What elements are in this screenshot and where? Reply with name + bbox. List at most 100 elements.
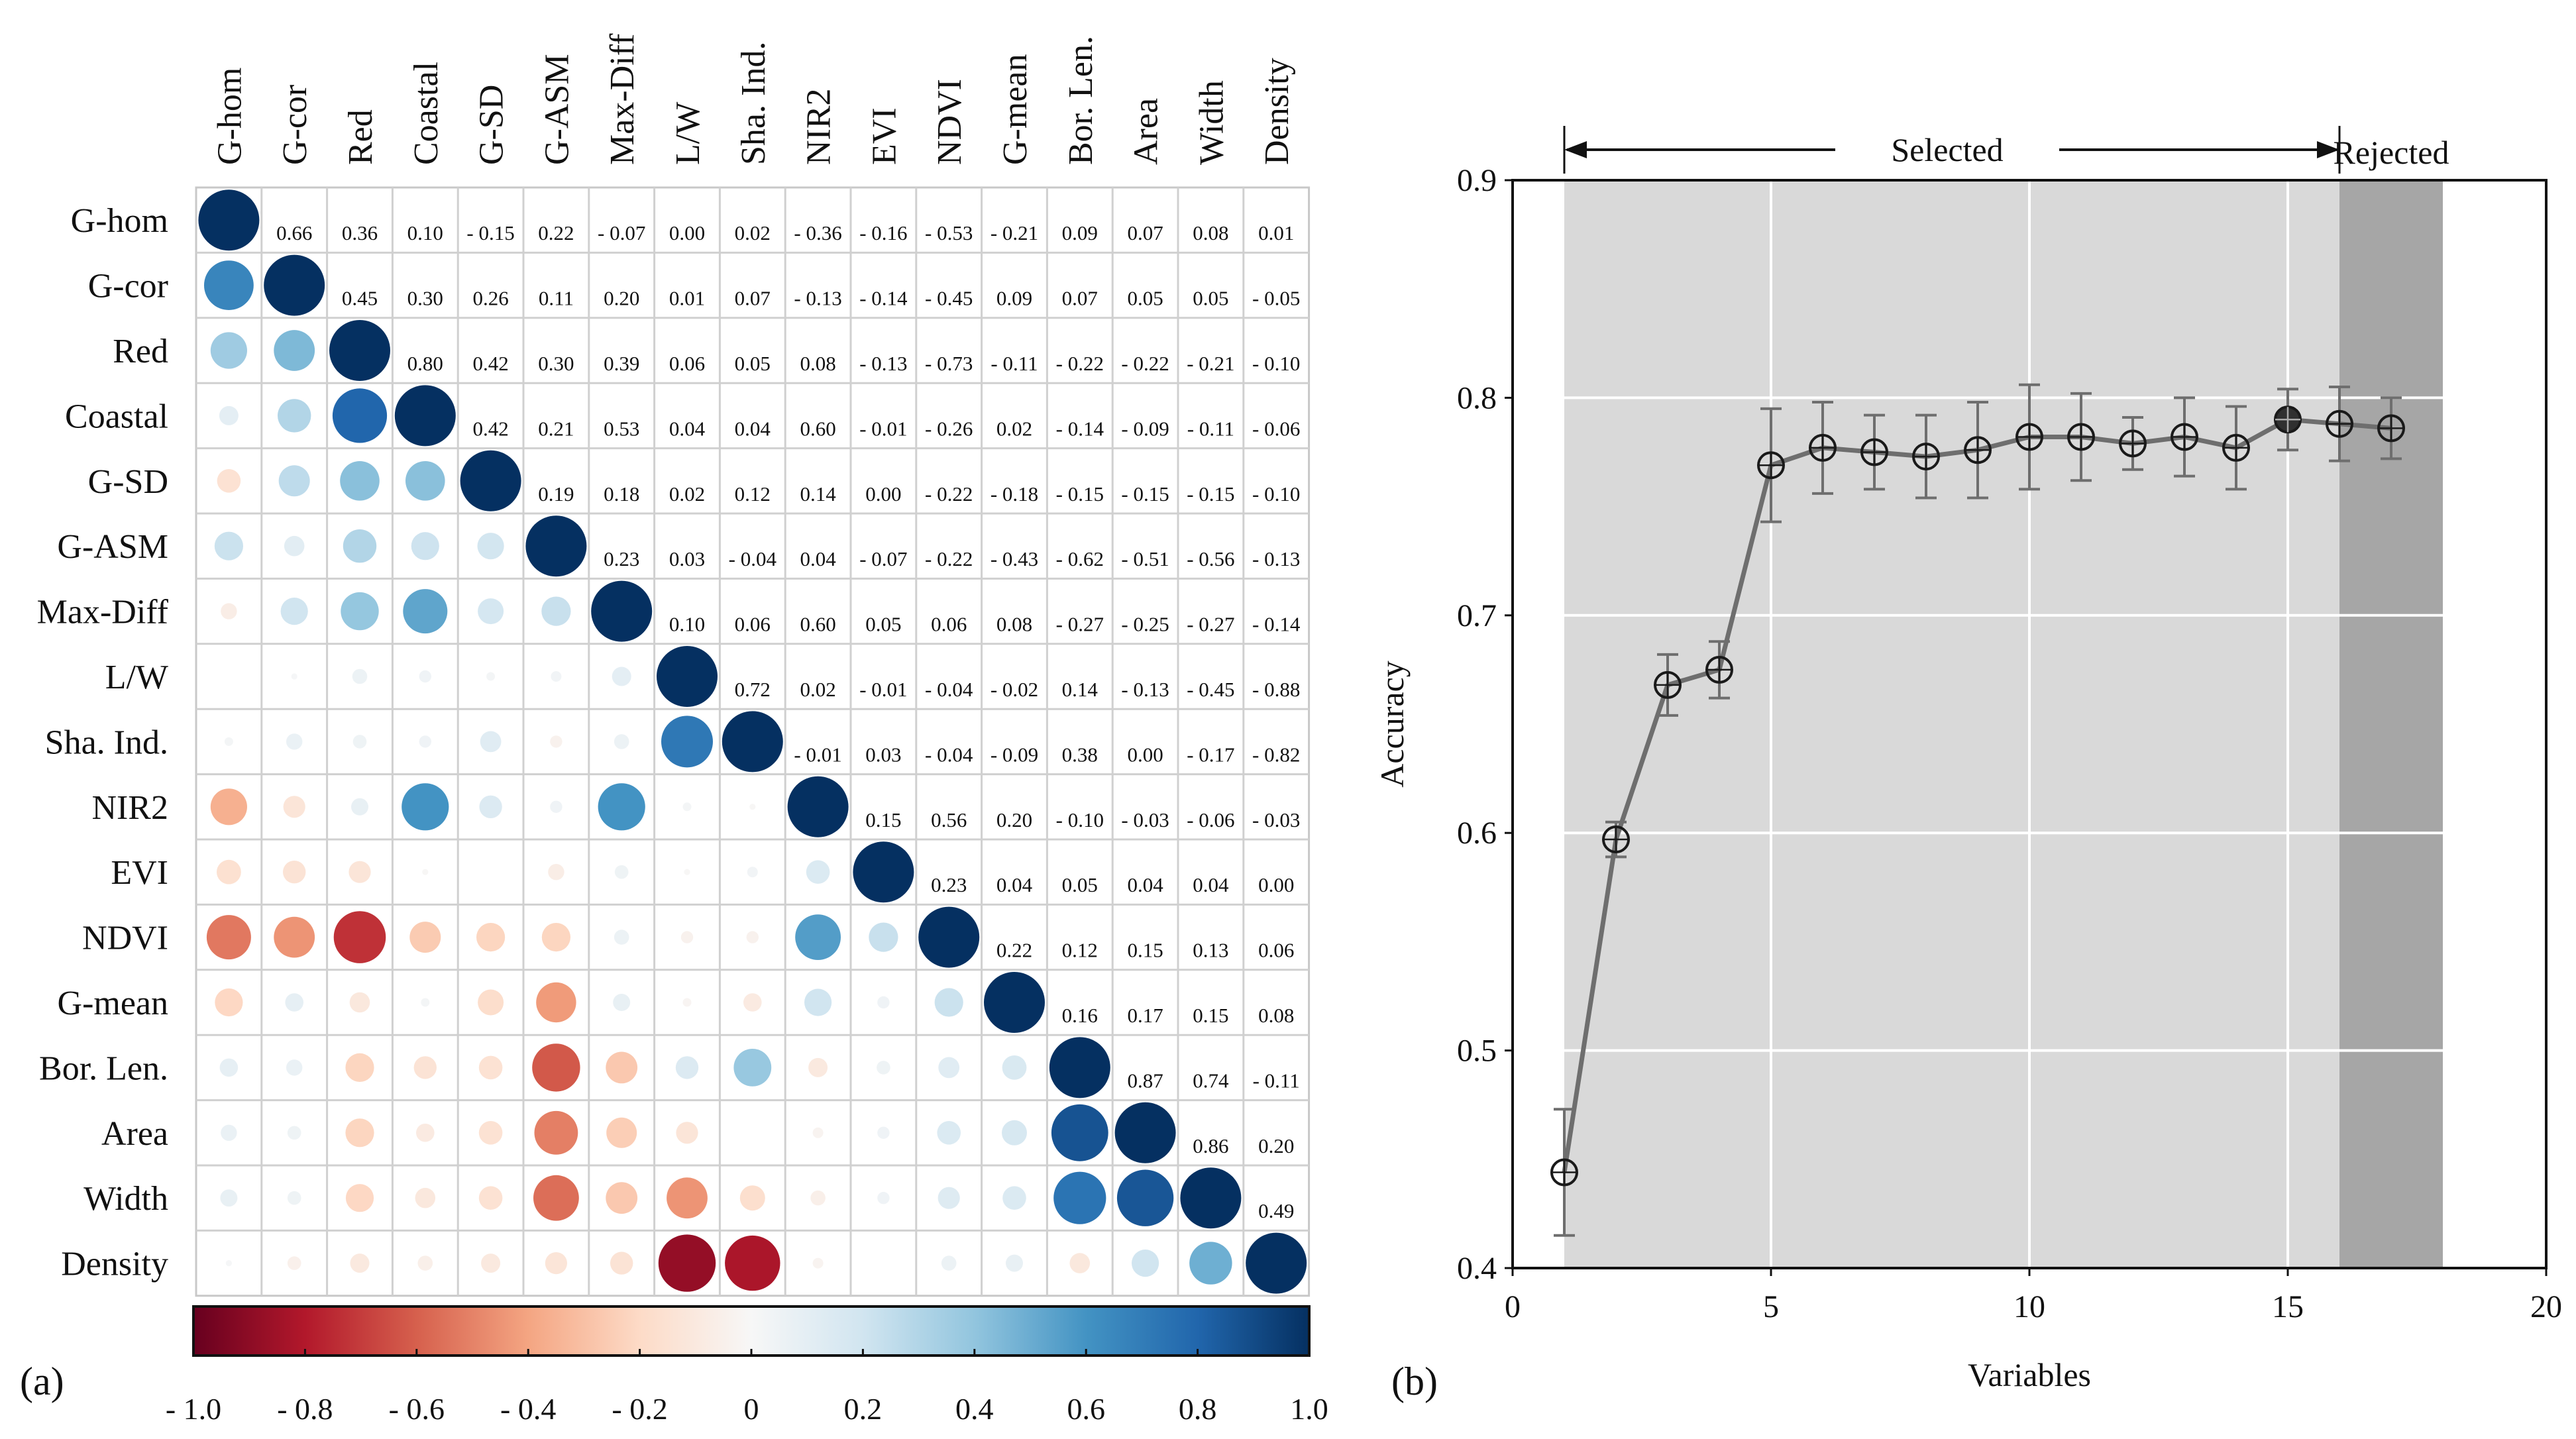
row-label: Coastal	[65, 398, 168, 435]
correlation-circle	[661, 716, 713, 768]
correlation-circle	[684, 869, 690, 875]
y-tick-label: 0.4	[1457, 1251, 1497, 1286]
correlation-circle	[419, 735, 431, 748]
column-label: L/W	[669, 102, 707, 165]
correlation-value: - 0.21	[1187, 352, 1234, 375]
correlation-value: - 0.53	[925, 221, 973, 244]
correlation-circle	[749, 804, 756, 810]
correlation-circle	[210, 788, 247, 826]
correlation-circle	[221, 603, 237, 619]
correlation-value: - 0.15	[1121, 482, 1169, 506]
correlation-circle	[221, 1124, 237, 1142]
column-label: EVI	[865, 107, 903, 165]
correlation-value: 0.04	[669, 417, 706, 440]
correlation-circle	[606, 1051, 638, 1084]
colorbar-tick-label: - 0.4	[500, 1392, 556, 1426]
correlation-circle	[349, 992, 370, 1013]
correlation-value: - 0.07	[859, 547, 907, 570]
correlation-value: - 0.09	[991, 743, 1038, 766]
row-label: Width	[83, 1180, 168, 1218]
correlation-value: 0.04	[735, 417, 771, 440]
colorbar-tick-label: 0	[744, 1392, 759, 1426]
x-tick-label: 0	[1505, 1289, 1521, 1324]
correlation-value: - 0.11	[1187, 417, 1234, 440]
correlation-circle	[198, 189, 260, 251]
correlation-value: - 0.56	[1187, 547, 1234, 570]
correlation-value: 0.08	[800, 352, 835, 375]
correlation-value: - 0.14	[859, 287, 908, 310]
correlation-circle	[606, 1182, 638, 1214]
correlation-value: 0.00	[1258, 873, 1294, 896]
correlation-circle	[810, 1190, 826, 1206]
column-label: G-mean	[996, 54, 1034, 165]
column-label: Area	[1128, 98, 1165, 165]
correlation-circle	[333, 911, 386, 963]
column-label: G-hom	[211, 68, 248, 165]
correlation-value: 0.07	[735, 287, 771, 310]
colorbar-tick-label: - 0.8	[277, 1392, 333, 1426]
correlation-value: - 0.15	[1187, 482, 1234, 506]
correlation-value: - 0.43	[991, 547, 1038, 570]
correlation-value: - 0.15	[1056, 482, 1104, 506]
correlation-value: 0.23	[931, 873, 967, 896]
correlation-value: - 0.03	[1252, 808, 1300, 831]
selected-region	[1564, 180, 2339, 1268]
correlation-circle	[210, 332, 247, 369]
row-label: G-cor	[88, 268, 168, 305]
correlation-value: - 0.06	[1252, 417, 1300, 440]
correlation-value: 0.60	[800, 613, 835, 636]
correlation-value: 0.49	[1258, 1199, 1294, 1222]
row-label: Max-Diff	[37, 594, 169, 631]
y-axis-label: Accuracy	[1373, 661, 1411, 788]
correlation-value: - 0.01	[794, 743, 841, 766]
correlation-circle	[812, 1127, 824, 1138]
correlation-circle	[349, 861, 371, 883]
correlation-circle	[1132, 1250, 1159, 1277]
correlation-circle	[1069, 1253, 1091, 1273]
correlation-circle	[536, 982, 576, 1023]
column-label: G-ASM	[538, 54, 576, 165]
correlation-circle	[415, 1187, 436, 1208]
correlation-value: 0.04	[996, 873, 1033, 896]
correlation-circle	[403, 589, 448, 634]
correlation-circle	[224, 737, 233, 746]
correlation-value: 0.03	[865, 743, 901, 766]
correlation-circle	[550, 800, 563, 814]
correlation-circle	[291, 673, 297, 680]
rejected-label: Rejected	[2334, 134, 2449, 171]
correlation-circle	[877, 1061, 890, 1075]
correlation-circle	[1006, 1254, 1023, 1272]
correlation-value: 0.12	[1062, 939, 1098, 962]
correlation-circle	[722, 711, 783, 773]
correlation-circle	[733, 1049, 772, 1087]
correlation-value: 0.12	[735, 482, 771, 506]
correlation-value: - 0.13	[794, 287, 841, 310]
y-tick-label: 0.8	[1457, 380, 1497, 415]
correlation-circle	[417, 1255, 433, 1271]
correlation-circle	[286, 733, 303, 750]
correlation-value: 0.06	[931, 613, 967, 636]
correlation-circle	[725, 1235, 780, 1291]
correlation-circle	[680, 931, 694, 943]
correlation-value: - 0.27	[1187, 613, 1234, 636]
correlation-value: 0.19	[538, 482, 574, 506]
correlation-circle	[345, 1118, 374, 1147]
correlation-circle	[274, 916, 315, 958]
correlation-value: 0.72	[735, 678, 771, 701]
correlation-circle	[806, 860, 830, 884]
correlation-value: - 0.15	[466, 221, 514, 244]
correlation-circle	[478, 989, 504, 1016]
accuracy-plot: 0.4 0.5 0.6 0.7 0.8 0.9 0 5 10 15 20 Variables Accur…	[1373, 126, 2562, 1393]
correlation-circle	[598, 783, 645, 831]
column-label: Coastal	[407, 62, 445, 165]
correlation-circle	[411, 532, 439, 560]
correlation-value: 0.15	[1193, 1004, 1228, 1027]
correlation-value: - 0.45	[1187, 678, 1234, 701]
correlation-circle	[612, 666, 631, 686]
row-label: Sha. Ind.	[45, 723, 168, 761]
correlation-value: - 0.01	[859, 417, 907, 440]
correlation-circle	[1051, 1104, 1108, 1161]
correlation-value: 0.86	[1193, 1134, 1228, 1157]
correlation-value: 0.20	[996, 808, 1032, 831]
correlation-circle	[877, 996, 890, 1009]
